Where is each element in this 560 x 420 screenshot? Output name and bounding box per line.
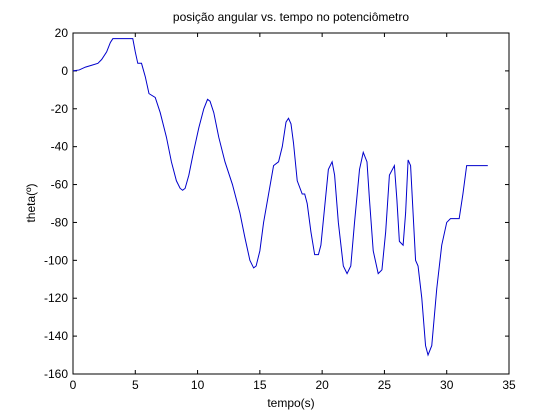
x-tick-label: 0 — [70, 378, 77, 392]
axis-ticks — [72, 32, 510, 375]
x-tick-label: 35 — [502, 378, 516, 392]
x-tick-label: 30 — [440, 378, 454, 392]
y-axis-label: theta(º) — [24, 183, 38, 222]
x-tick-label: 5 — [132, 378, 139, 392]
y-tick-label: -100 — [44, 253, 68, 267]
y-tick-label: 20 — [55, 26, 69, 40]
y-tick-label: 0 — [61, 64, 68, 78]
x-tick-labels: 0 5 10 15 20 25 30 35 — [70, 378, 516, 392]
y-tick-label: -120 — [44, 291, 68, 305]
x-tick-label: 25 — [378, 378, 392, 392]
x-axis-label: tempo(s) — [267, 396, 314, 410]
x-tick-label: 15 — [253, 378, 267, 392]
series-line — [72, 38, 488, 357]
x-tick-label: 10 — [191, 378, 205, 392]
y-tick-labels: 20 0 -20 -40 -60 -80 -100 -120 -140 -160 — [44, 26, 68, 381]
y-tick-label: -160 — [44, 367, 68, 381]
x-tick-label: 20 — [315, 378, 329, 392]
y-tick-label: -20 — [51, 102, 69, 116]
y-tick-label: -40 — [51, 140, 69, 154]
chart-title: posição angular vs. tempo no potenciômet… — [173, 10, 409, 24]
plot-area — [72, 32, 510, 375]
y-tick-label: -80 — [51, 215, 69, 229]
y-tick-label: -140 — [44, 329, 68, 343]
y-tick-label: -60 — [51, 178, 69, 192]
